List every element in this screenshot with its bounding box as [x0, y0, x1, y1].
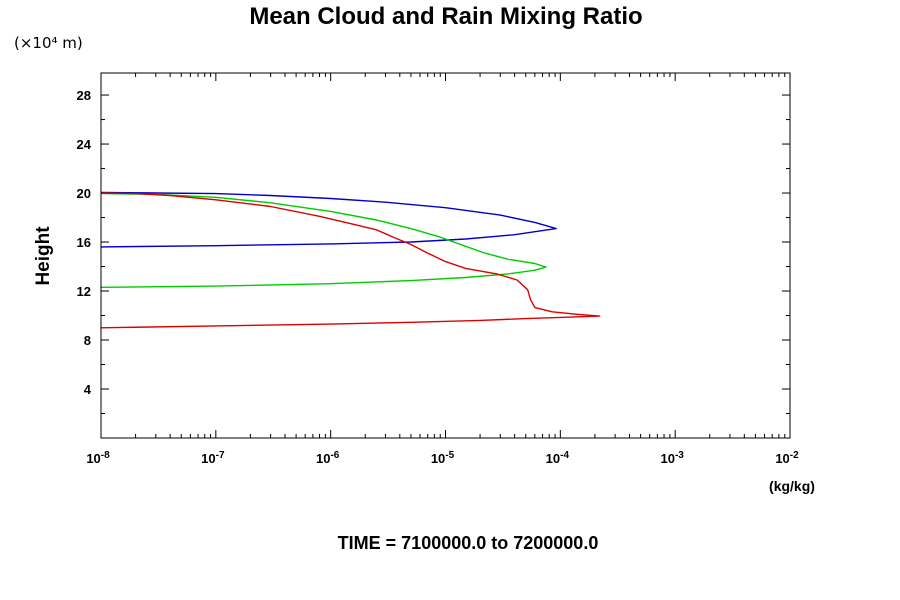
time-range-label: TIME = 7100000.0 to 7200000.0	[338, 533, 599, 553]
x-tick-label: 10-7	[201, 450, 225, 466]
axis-ticks	[100, 73, 791, 438]
x-tick-label: 10-5	[431, 450, 455, 466]
chart-title: Mean Cloud and Rain Mixing Ratio	[249, 3, 642, 30]
y-tick-label: 24	[77, 137, 92, 152]
y-tick-label: 4	[84, 382, 92, 397]
y-tick-label: 8	[84, 333, 91, 348]
y-units-label: (×10⁴ m)	[14, 34, 83, 52]
y-tick-labels: 4 8 12 16 20 24 28	[77, 88, 92, 397]
y-axis-label: Height	[33, 226, 54, 286]
plot-frame	[100, 72, 791, 439]
x-tick-label: 10-2	[775, 450, 799, 466]
x-tick-label: 10-3	[660, 450, 684, 466]
series-line-green	[100, 192, 547, 288]
y-tick-label: 12	[77, 284, 91, 299]
series-layer	[100, 191, 601, 329]
series-line-blue	[100, 191, 557, 248]
y-tick-label: 16	[77, 235, 91, 250]
x-tick-label: 10-4	[546, 450, 570, 466]
x-units-label: (kg/kg)	[769, 478, 815, 494]
x-tick-labels: 10-8 10-7 10-6 10-5 10-4 10-3 10-2	[86, 450, 799, 466]
series-line-red	[100, 192, 601, 329]
y-tick-label: 20	[77, 186, 91, 201]
x-tick-label: 10-8	[86, 450, 110, 466]
x-tick-label: 10-6	[316, 450, 340, 466]
y-tick-label: 28	[77, 88, 91, 103]
